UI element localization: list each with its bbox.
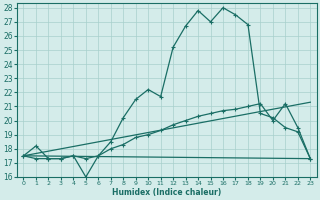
X-axis label: Humidex (Indice chaleur): Humidex (Indice chaleur)	[112, 188, 221, 197]
